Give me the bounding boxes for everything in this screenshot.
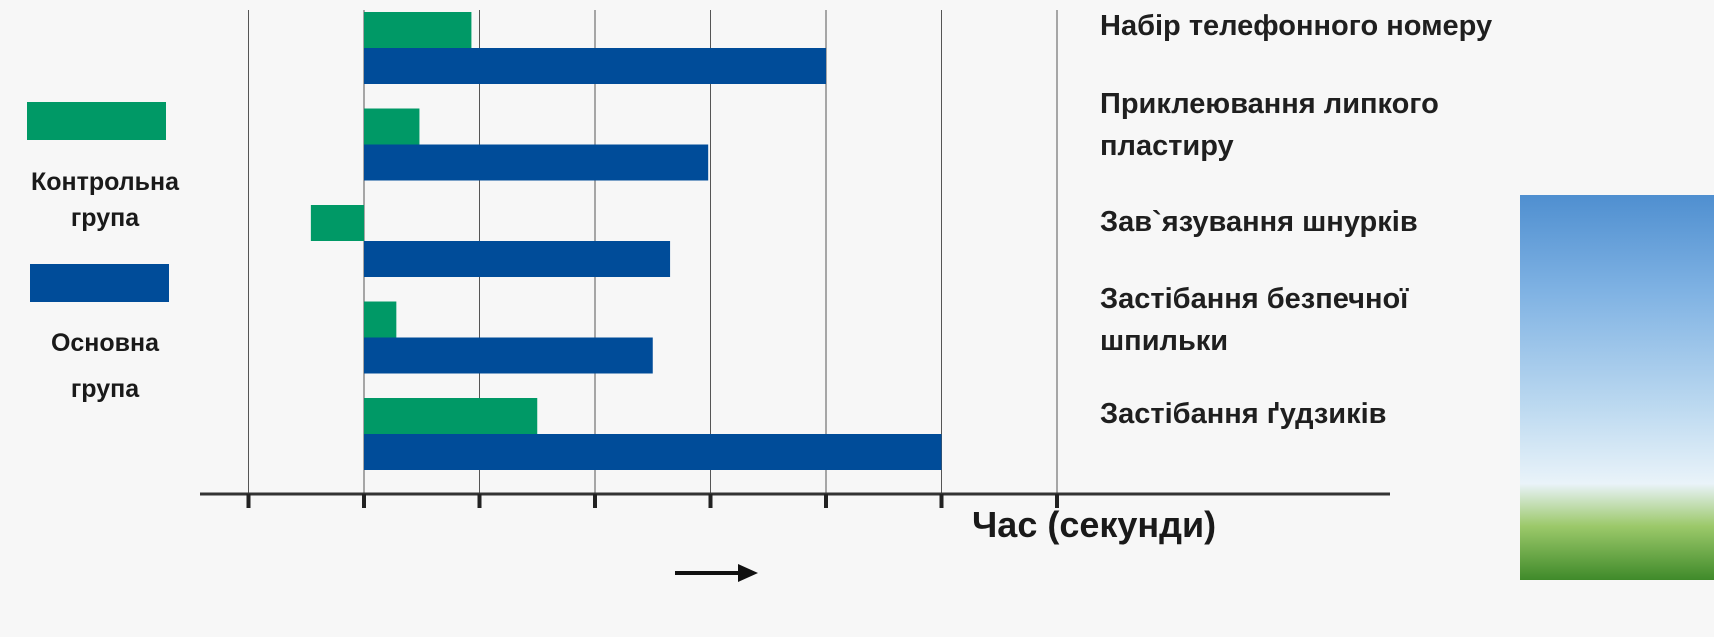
bar-control-group <box>364 108 420 145</box>
category-label-buttons: Застібання ґудзиків <box>1100 398 1387 430</box>
bar-main-group <box>364 144 709 181</box>
bar-main-group <box>364 241 671 277</box>
legend-swatch-control <box>27 102 166 140</box>
bar-control-group <box>364 301 397 338</box>
sky-and-grass-photo <box>1520 195 1714 580</box>
legend-label-control: Контрольна група <box>30 168 180 232</box>
bar-main-group <box>364 337 653 374</box>
category-label-plaster: Приклеювання липкого пластиру <box>1100 88 1439 162</box>
bar-control-group <box>364 398 538 434</box>
arrow-head-icon <box>738 564 758 582</box>
bar-control-group <box>364 12 472 48</box>
legend-swatch-main <box>30 264 169 302</box>
bar-control-group <box>310 205 364 241</box>
x-axis-label: Час (секунди) <box>972 504 1217 545</box>
category-label-laces: Зав`язування шнурків <box>1100 206 1418 238</box>
category-label-pin: Застібання безпечної шпильки <box>1100 283 1409 357</box>
legend-label-main: Основна група <box>50 329 160 403</box>
category-label-phone: Набір телефонного номеру <box>1100 10 1493 42</box>
bar-main-group <box>364 48 826 84</box>
bar-main-group <box>364 434 942 470</box>
